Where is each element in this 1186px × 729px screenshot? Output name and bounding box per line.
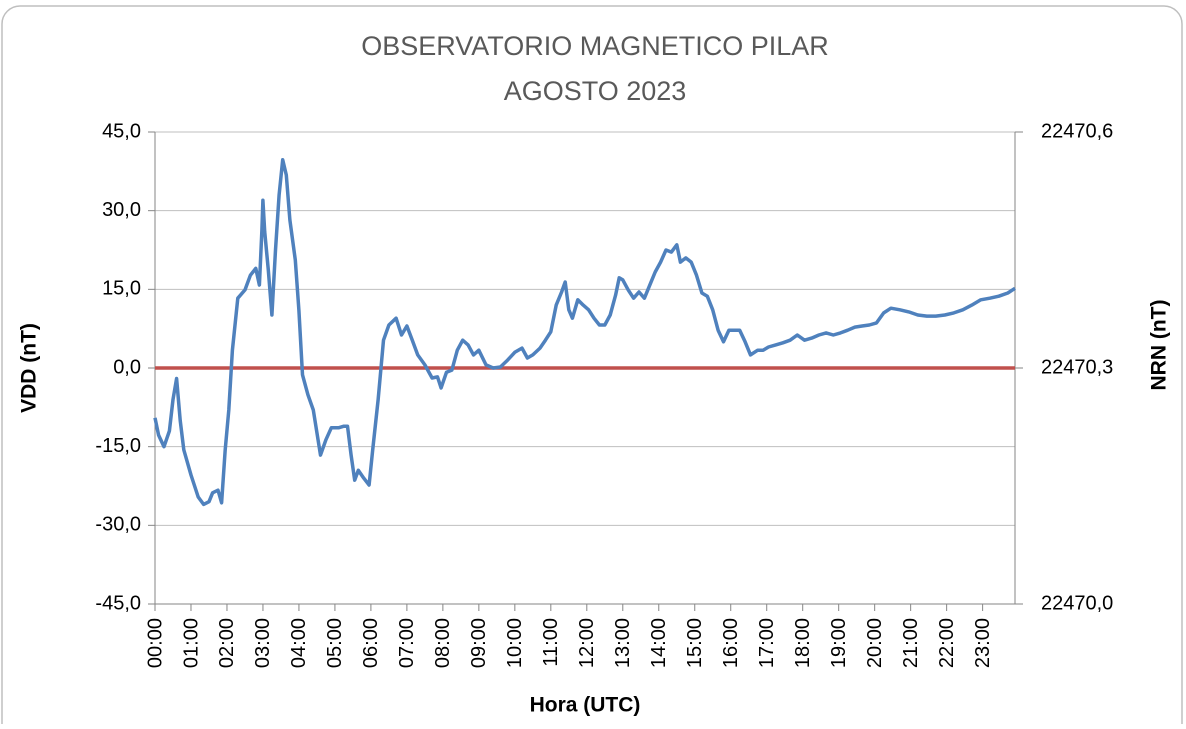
x-tick-label: 12:00 bbox=[576, 618, 598, 668]
chart-frame bbox=[1, 5, 1183, 729]
x-tick-label: 20:00 bbox=[864, 618, 886, 668]
y2-tick-label: 22470,3 bbox=[1041, 356, 1113, 378]
x-tick-label: 05:00 bbox=[324, 618, 346, 668]
y-tick-label: 15,0 bbox=[102, 278, 141, 300]
chart-title: OBSERVATORIO MAGNETICO PILAR bbox=[361, 31, 829, 61]
x-tick-label: 06:00 bbox=[360, 618, 382, 668]
y-tick-label: -30,0 bbox=[95, 514, 141, 536]
y2-axis-label: NRN (nT) bbox=[1148, 300, 1171, 391]
x-tick-label: 15:00 bbox=[684, 618, 706, 668]
y-tick-label: -15,0 bbox=[95, 435, 141, 457]
x-tick-label: 11:00 bbox=[540, 618, 562, 667]
x-tick-label: 13:00 bbox=[612, 618, 634, 668]
x-tick-label: 19:00 bbox=[828, 618, 850, 668]
x-tick-label: 01:00 bbox=[180, 618, 202, 668]
y-tick-label: 30,0 bbox=[102, 199, 141, 221]
x-tick-label: 18:00 bbox=[792, 618, 814, 668]
y2-tick-label: 22470,0 bbox=[1041, 592, 1113, 614]
y-tick-label: 45,0 bbox=[102, 120, 141, 142]
x-tick-label: 10:00 bbox=[504, 618, 526, 668]
x-tick-label: 08:00 bbox=[432, 618, 454, 668]
x-tick-label: 21:00 bbox=[900, 618, 922, 668]
chart-title: AGOSTO 2023 bbox=[504, 76, 687, 106]
x-tick-label: 09:00 bbox=[468, 618, 490, 668]
y-tick-label: -45,0 bbox=[95, 592, 141, 614]
y-tick-label: 0,0 bbox=[113, 356, 141, 378]
y-axis-label: VDD (nT) bbox=[18, 323, 41, 413]
data-line bbox=[153, 158, 1016, 507]
x-tick-label: 07:00 bbox=[396, 618, 418, 668]
x-tick-label: 22:00 bbox=[936, 618, 958, 668]
x-tick-label: 00:00 bbox=[144, 618, 166, 668]
x-tick-label: 14:00 bbox=[648, 618, 670, 668]
x-tick-label: 17:00 bbox=[756, 618, 778, 668]
x-tick-label: 16:00 bbox=[720, 618, 742, 668]
y2-tick-label: 22470,6 bbox=[1041, 120, 1113, 142]
x-tick-label: 03:00 bbox=[252, 618, 274, 668]
x-tick-label: 02:00 bbox=[216, 618, 238, 668]
x-axis-label: Hora (UTC) bbox=[530, 694, 641, 717]
x-tick-label: 04:00 bbox=[288, 618, 310, 668]
x-tick-label: 23:00 bbox=[972, 618, 994, 668]
